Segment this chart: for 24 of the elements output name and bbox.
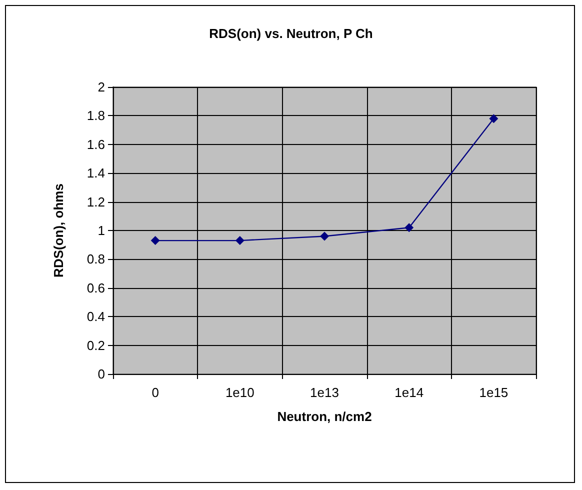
y-tick-label: 1.4 [86,166,105,181]
x-tick-label: 1e10 [225,385,254,400]
y-tick-label: 0.8 [86,252,105,267]
x-tick-label: 1e13 [310,385,339,400]
chart-title: RDS(on) vs. Neutron, P Ch [209,26,373,41]
point [404,223,414,232]
x-axis-title: Neutron, n/cm2 [277,409,372,424]
point [150,236,160,246]
y-tick-label: 0.4 [86,309,105,324]
y-tick-label: 1.8 [86,108,105,124]
x-tick-label: 1e15 [479,385,508,400]
y-tick-label: 0.2 [86,338,105,353]
point [320,232,329,241]
x-tick-label: 0 [152,385,159,400]
point [235,236,244,246]
y-tick-label: 0 [98,366,105,382]
y-tick-label: 0.6 [86,280,105,296]
y-tick-label: 1.6 [86,136,105,152]
y-tick-label: 1 [98,223,105,238]
y-tick-label: 2 [98,80,105,94]
point [489,114,498,124]
y-axis-title: RDS(on), ohms [51,184,66,278]
y-tick-label: 1.2 [86,194,105,210]
x-tick-label: 1e14 [394,385,424,400]
